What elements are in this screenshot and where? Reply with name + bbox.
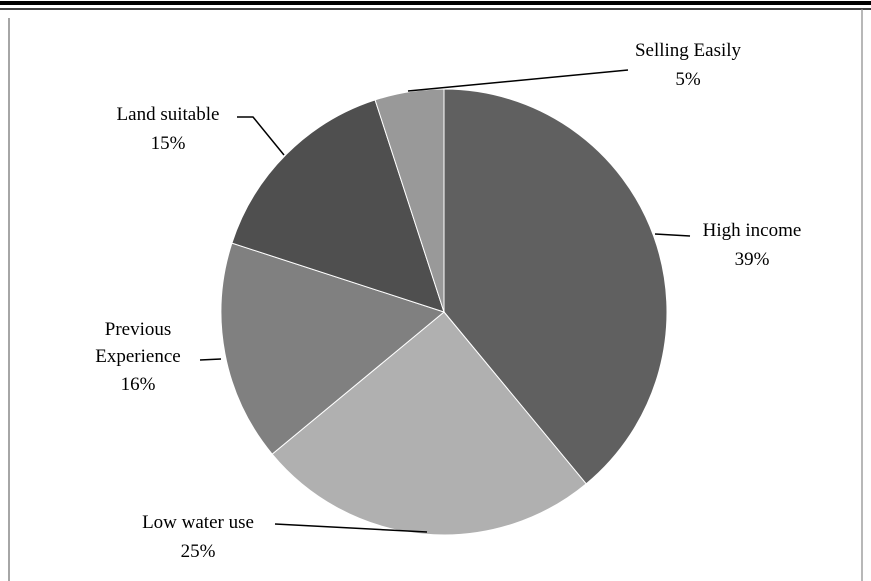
pie-chart xyxy=(220,88,668,536)
slice-percent-selling-easily: 5% xyxy=(675,69,701,90)
slice-category-high-income: High income xyxy=(703,220,802,241)
leader-line-low-water-use xyxy=(274,523,428,533)
slice-percent-previous-experience: 16% xyxy=(121,374,156,395)
pie-slice-high-income xyxy=(443,88,668,485)
slice-category-previous-experience-line-2: Experience xyxy=(95,346,180,367)
slice-category-previous-experience-line-1: Previous xyxy=(105,319,172,340)
slice-category-land-suitable: Land suitable xyxy=(117,104,220,125)
slice-percent-low-water-use: 25% xyxy=(181,541,216,562)
leader-line-high-income xyxy=(654,233,691,237)
leader-line-previous-experience xyxy=(199,358,222,361)
leader-line-land-suitable xyxy=(237,116,285,156)
slice-category-low-water-use: Low water use xyxy=(142,512,254,533)
leader-line-selling-easily xyxy=(407,69,629,92)
pie-slice-low-water-use xyxy=(271,311,587,536)
slice-category-selling-easily: Selling Easily xyxy=(635,40,742,61)
pie-slice-selling-easily xyxy=(374,88,445,313)
slice-percent-land-suitable: 15% xyxy=(151,133,186,154)
slice-percent-high-income: 39% xyxy=(735,249,770,270)
pie-slice-previous-experience xyxy=(220,242,446,455)
slice-labels: High income 39% Low water use 25% Previous Ex… xyxy=(95,40,801,562)
pie-slice-land-suitable xyxy=(231,99,445,313)
leader-lines xyxy=(199,69,691,533)
